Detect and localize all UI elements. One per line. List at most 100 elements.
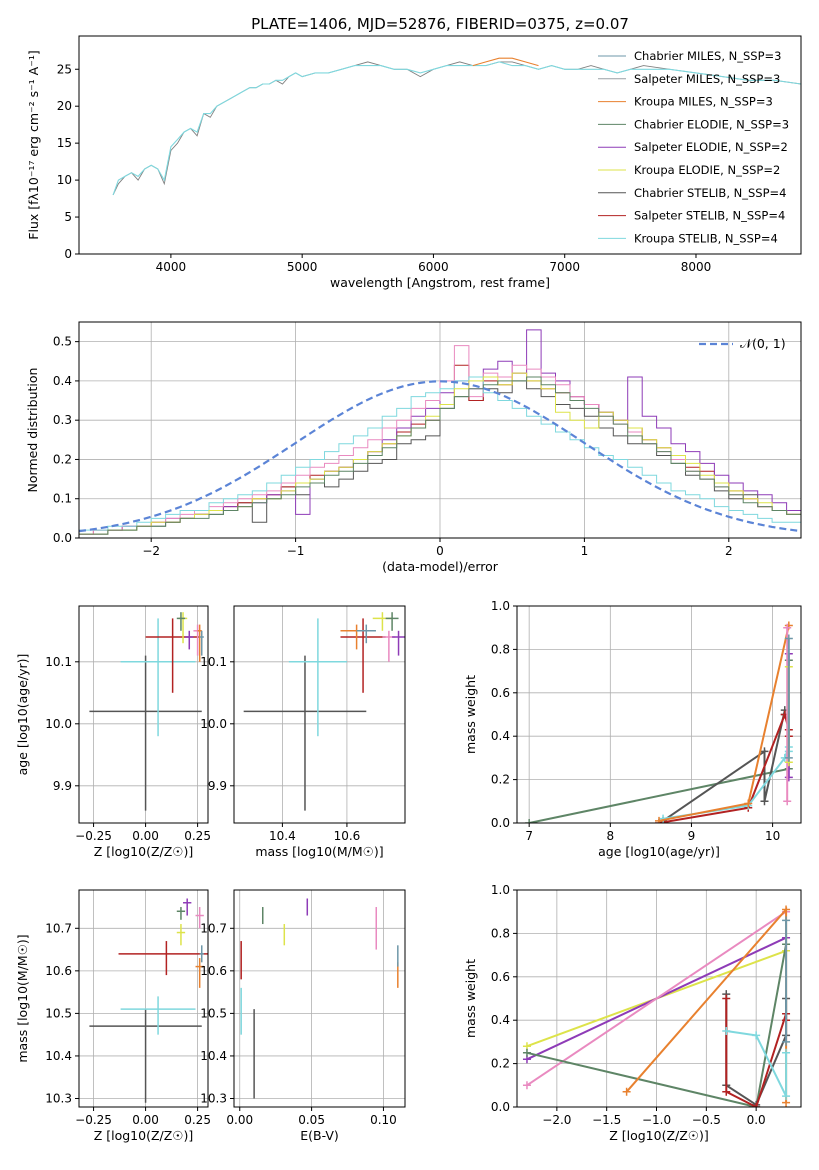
y-tick-label: 10.7: [200, 921, 227, 935]
y-tick-label: 0.5: [53, 335, 72, 349]
chart-weight-vs-Z: −2.0 −1.5 −1.0 −0.5 0.0 0.0 0.2 0.4 0.6 0.8 1.0 Z […: [463, 883, 802, 1143]
spectrum-line-1: [112, 61, 801, 196]
legend-label: Salpeter ELODIE, N_SSP=2: [634, 140, 788, 154]
axes-frame-weight-vs-age: [516, 605, 802, 824]
chart-mass-vs-Z: −0.25 0.00 0.25 10.3 10.4 10.5 10.6 10.7 Z [log1…: [15, 889, 211, 1143]
x-tick-label: 0.25: [184, 1113, 211, 1127]
x-tick-label: 7: [525, 829, 533, 843]
weight-marker: [784, 753, 793, 762]
weight-series-1: [659, 706, 789, 823]
errorbar-point-5: [372, 612, 393, 631]
x-tick-label: 7000: [549, 260, 580, 274]
axes-frame-spectrum: [78, 35, 802, 255]
legend: Chabrier MILES, N_SSP=3 Salpeter MILES, N…: [598, 49, 789, 245]
plot-area-spectrum: [112, 57, 801, 196]
legend: 𝒩(0, 1): [699, 336, 786, 351]
histogram-series-6: [79, 376, 801, 538]
weight-series-8: [782, 916, 791, 1046]
y-tick-label: 9.9: [53, 779, 72, 793]
y-tick-label: 10.3: [200, 1091, 227, 1105]
weight-marker: [782, 1048, 791, 1057]
x-tick-label: −0.5: [692, 1113, 721, 1127]
weight-series-7: [722, 1027, 791, 1101]
axes-frame-mass-vs-EBV: [233, 889, 406, 1108]
weight-marker: [722, 994, 731, 1003]
y-tick-label: 20: [57, 99, 72, 113]
legend-label: Kroupa ELODIE, N_SSP=2: [634, 163, 780, 177]
plot-area-mass-vs-EBV: [240, 898, 399, 1099]
x-tick-label: 0.0: [747, 1113, 766, 1127]
x-axis-label: E(B-V): [300, 1128, 339, 1143]
x-tick-label: 0.10: [370, 1113, 397, 1127]
weight-marker: [752, 1031, 761, 1040]
y-axis-label: Flux [fλ10⁻¹⁷ erg cm⁻² s⁻¹ A⁻¹]: [26, 50, 41, 239]
legend-label: Chabrier MILES, N_SSP=3: [634, 49, 781, 63]
weight-series-4: [655, 621, 793, 823]
legend-label: Salpeter MILES, N_SSP=3: [634, 72, 780, 86]
x-axis-label: age [log10(age/yr)]: [598, 844, 720, 859]
weight-marker: [784, 773, 793, 782]
y-tick-label: 0.3: [53, 413, 72, 427]
y-tick-label: 0.6: [491, 686, 510, 700]
chart-weight-vs-age: 7 8 9 10 0.0 0.2 0.4 0.6 0.8 1.0 age [log10(age/yr…: [463, 599, 802, 859]
weight-line: [726, 1030, 788, 1097]
weight-marker: [522, 1081, 531, 1090]
axes-frame-age-vs-Z: [78, 605, 209, 824]
chart-spectrum: 4000 5000 6000 7000 8000 0 5 10 15 20 25 wavelength…: [26, 15, 802, 290]
axes-frame-weight-vs-Z: [516, 889, 802, 1108]
x-tick-label: −0.25: [75, 1113, 112, 1127]
y-tick-label: 0.0: [491, 816, 510, 830]
errorbar-point-0: [89, 655, 202, 811]
y-tick-label: 1.0: [491, 883, 510, 897]
histogram-series-4: [79, 376, 801, 538]
weight-marker: [760, 747, 769, 756]
weight-marker: [525, 819, 534, 823]
y-tick-label: 5: [64, 210, 72, 224]
x-tick-label: 0.25: [184, 829, 211, 843]
weight-marker: [782, 916, 791, 925]
y-tick-label: 0.4: [491, 1013, 510, 1027]
y-tick-label: 9.9: [208, 779, 227, 793]
weight-marker: [783, 797, 792, 806]
errorbar-point-8: [199, 630, 204, 656]
weight-series-6: [783, 623, 792, 806]
y-tick-label: 10.4: [45, 1049, 72, 1063]
x-tick-label: 0.00: [132, 1113, 159, 1127]
errorbar-point-5: [183, 898, 192, 916]
x-axis-label: mass [log10(M/M☉)]: [255, 844, 383, 859]
x-tick-label: 5000: [287, 260, 318, 274]
errorbar-point-7: [195, 958, 204, 988]
weight-marker: [522, 1048, 531, 1057]
x-tick-label: 8000: [681, 260, 712, 274]
x-tick-label: 0: [436, 544, 444, 558]
x-tick-label: −0.25: [75, 829, 112, 843]
y-axis-label: age [log10(age/yr)]: [15, 654, 30, 776]
weight-marker: [622, 1087, 631, 1096]
weight-marker: [752, 1103, 761, 1107]
y-tick-label: 10.6: [45, 964, 72, 978]
y-tick-label: 10.5: [200, 1006, 227, 1020]
chart-age-vs-Z: −0.25 0.00 0.25 9.9 10.0 10.1 Z [log10(Z/Z☉)] a…: [15, 605, 211, 859]
x-tick-label: 0.05: [298, 1113, 325, 1127]
y-tick-label: 10.3: [45, 1091, 72, 1105]
spectrum-line-2: [472, 57, 539, 67]
errorbar-point-7: [382, 630, 396, 662]
y-tick-label: 0.2: [491, 773, 510, 787]
y-tick-label: 0.8: [491, 642, 510, 656]
legend-label: Chabrier ELODIE, N_SSP=3: [634, 117, 789, 131]
y-tick-label: 10.7: [45, 921, 72, 935]
x-tick-label: −1: [287, 544, 305, 558]
y-tick-label: 0.1: [53, 492, 72, 506]
chart-residuals: −2 −1 0 1 2 0.0 0.1 0.2 0.3 0.4 0.5 (data-model)/er…: [25, 321, 802, 574]
y-tick-label: 0.0: [53, 531, 72, 545]
x-tick-label: −2: [142, 544, 160, 558]
y-tick-label: 10.6: [200, 964, 227, 978]
x-tick-label: 10: [765, 829, 780, 843]
weight-marker: [784, 634, 793, 643]
y-tick-label: 10.0: [200, 717, 227, 731]
plot-area-age-vs-Z: [89, 612, 204, 811]
x-axis-label: (data-model)/error: [382, 559, 499, 574]
errorbar-point-4: [356, 624, 376, 644]
x-tick-label: 0.00: [132, 829, 159, 843]
